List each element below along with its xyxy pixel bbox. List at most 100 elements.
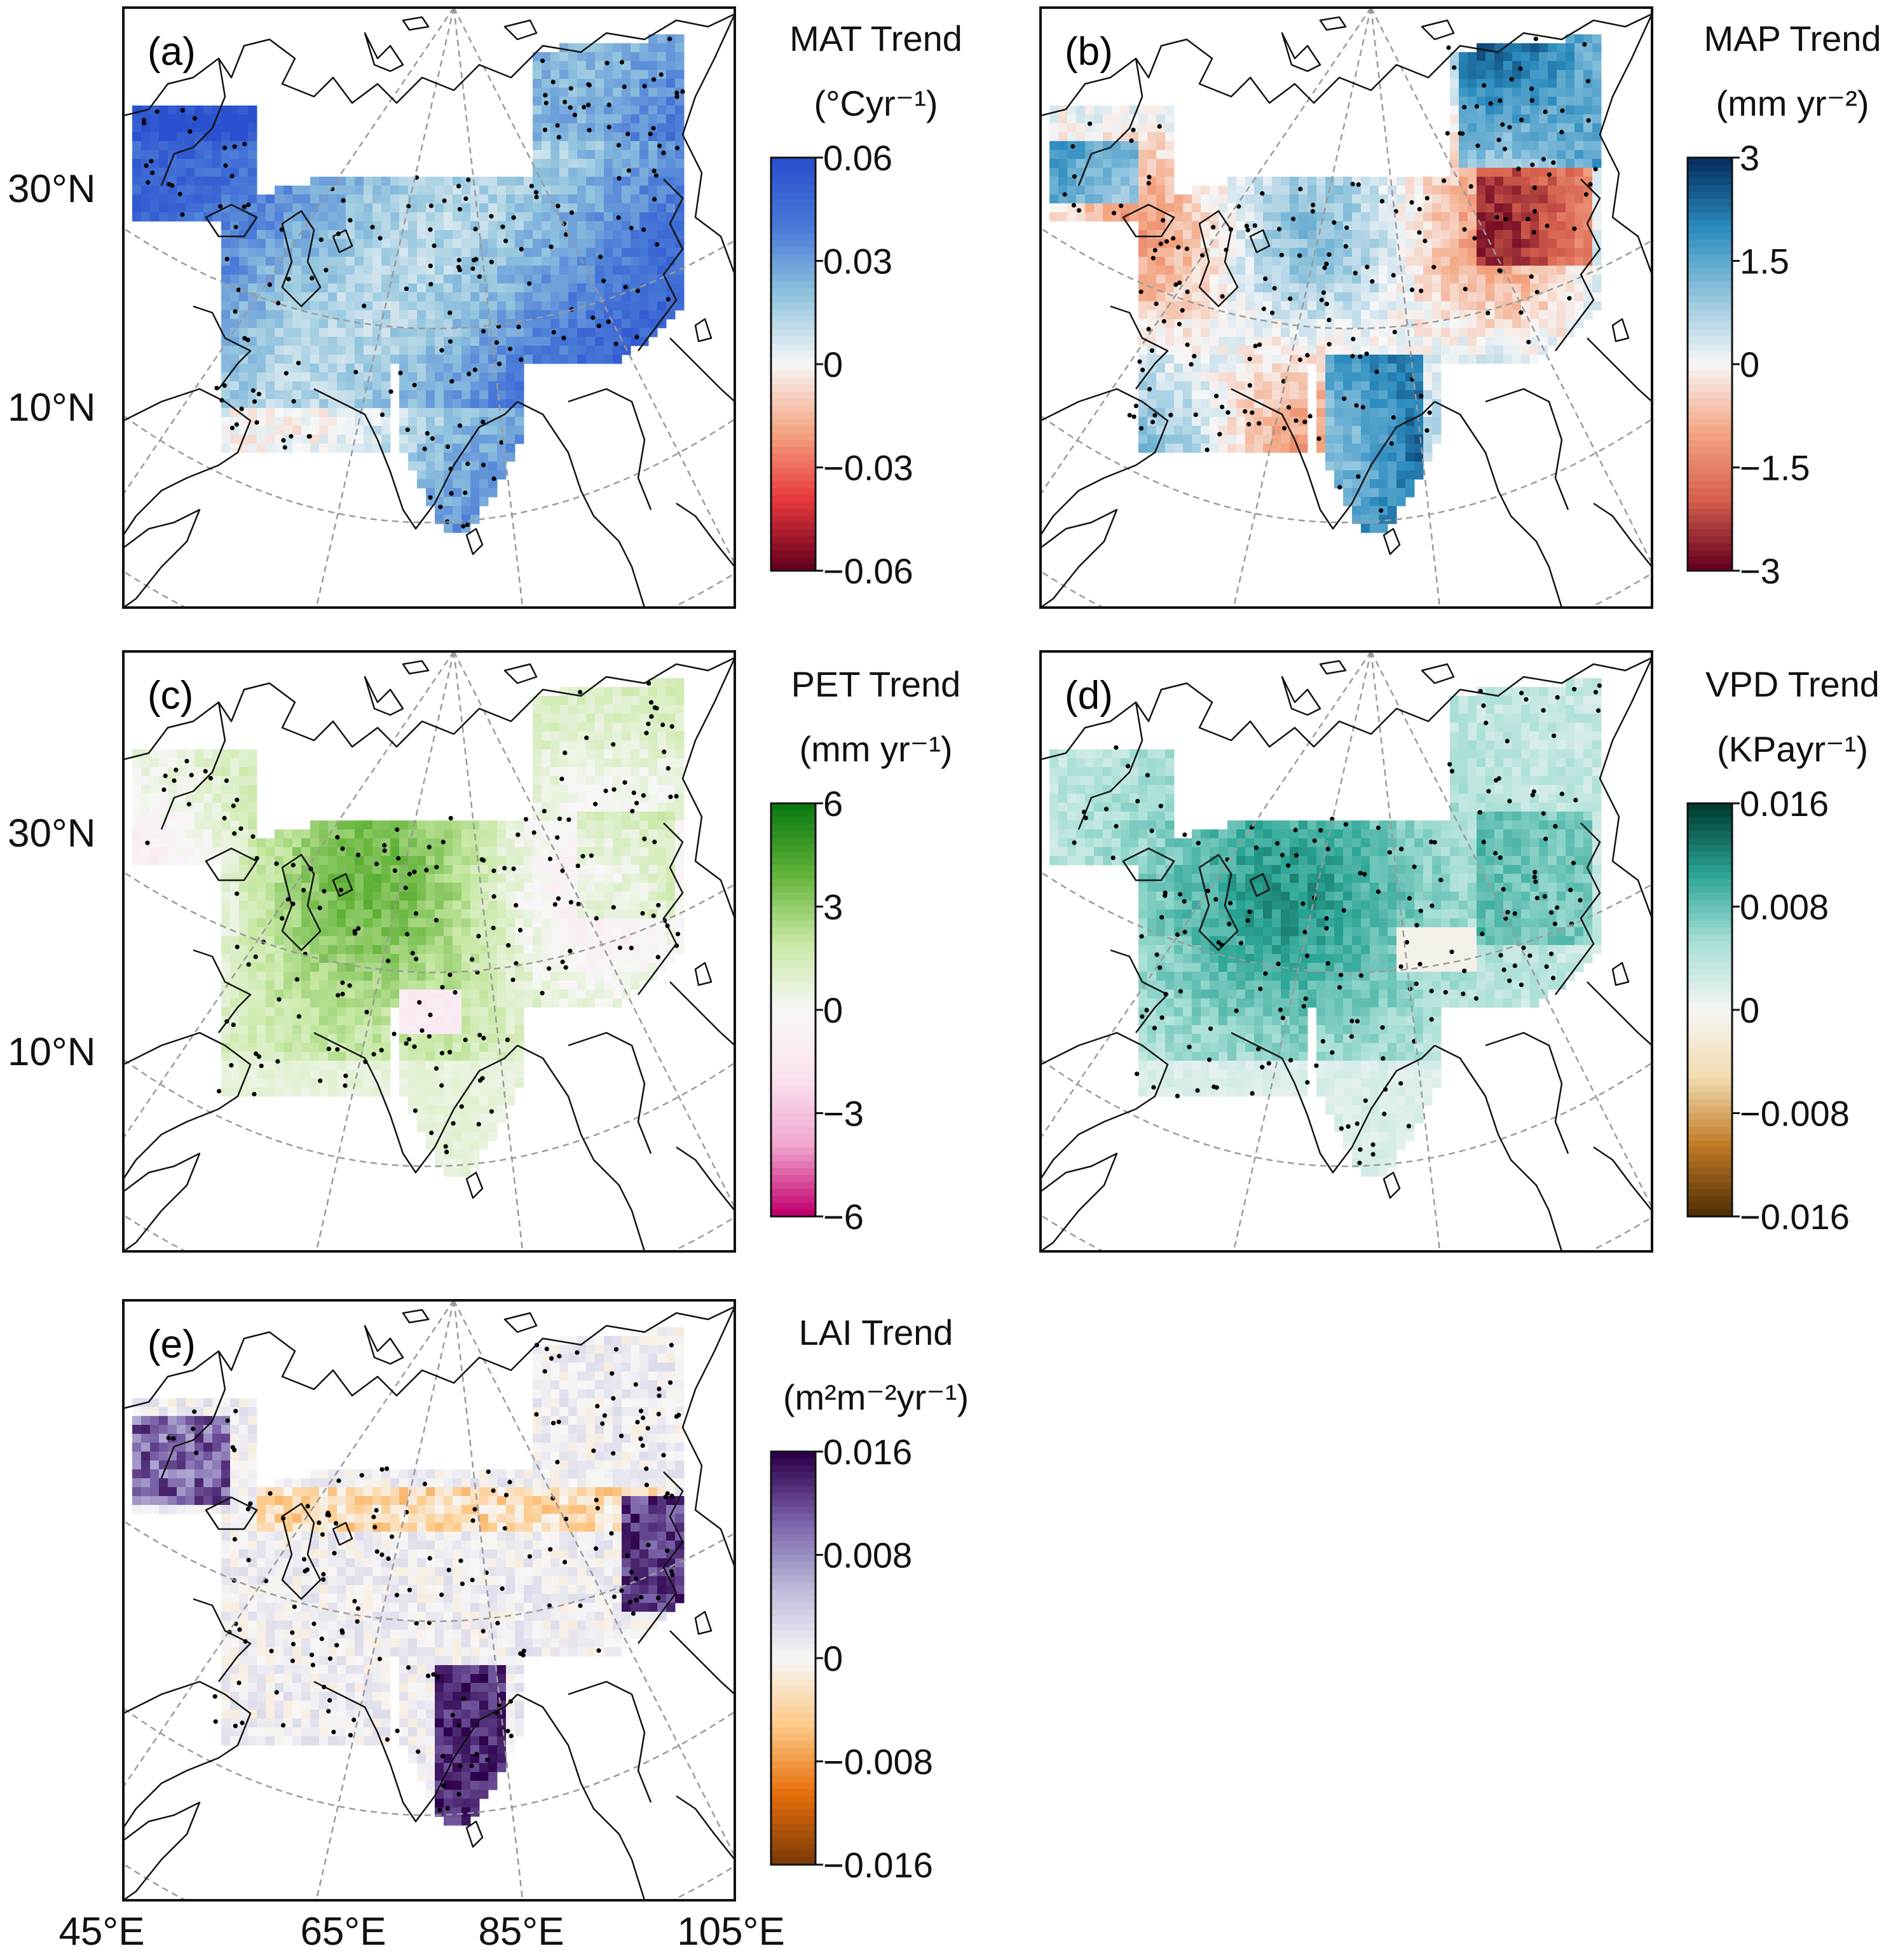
trend-cell xyxy=(1557,194,1566,204)
trend-cell xyxy=(533,79,542,88)
trend-cell xyxy=(1290,372,1299,382)
trend-cell xyxy=(461,847,471,857)
trend-cell xyxy=(1290,408,1299,418)
significance-dot xyxy=(635,289,640,294)
trend-cell xyxy=(177,856,186,866)
trend-cell xyxy=(1548,97,1557,106)
trend-cell xyxy=(1450,283,1459,293)
trend-cell xyxy=(1512,194,1522,204)
trend-cell xyxy=(1423,444,1433,453)
significance-dot xyxy=(1431,264,1437,269)
trend-cell xyxy=(1361,203,1370,213)
trend-cell xyxy=(1245,310,1255,320)
trend-cell xyxy=(1165,381,1175,391)
trend-cell xyxy=(1477,52,1486,62)
trend-cell xyxy=(1539,186,1548,195)
trend-cell xyxy=(1352,212,1362,222)
trend-cell xyxy=(399,435,409,444)
trend-cell xyxy=(1299,275,1308,284)
trend-cell xyxy=(381,203,391,213)
trend-cell xyxy=(1450,159,1459,168)
significance-dot xyxy=(1205,447,1210,453)
trend-cell xyxy=(186,794,195,803)
trend-cell xyxy=(257,230,266,240)
trend-cell xyxy=(675,758,685,768)
trend-cell xyxy=(648,310,658,320)
trend-cell xyxy=(1477,88,1486,97)
trend-cell xyxy=(381,283,391,293)
trend-cell xyxy=(301,292,311,302)
trend-cell xyxy=(1272,266,1281,275)
trend-cell xyxy=(1370,372,1379,382)
trend-cell xyxy=(346,355,355,364)
trend-cell xyxy=(1485,257,1495,266)
trend-cell xyxy=(586,186,596,195)
trend-cell xyxy=(177,194,186,204)
trend-cell xyxy=(568,97,578,106)
trend-cell xyxy=(1281,435,1290,444)
trend-cell xyxy=(1361,461,1370,471)
trend-cell xyxy=(550,723,560,732)
trend-cell xyxy=(159,803,168,812)
trend-cell xyxy=(488,435,498,444)
trend-cell xyxy=(1325,408,1335,418)
trend-cell xyxy=(1138,417,1148,426)
trend-cell xyxy=(1468,346,1477,355)
trend-cell xyxy=(1192,230,1201,240)
trend-cell xyxy=(1299,266,1308,275)
trend-cell xyxy=(613,186,622,195)
trend-cell xyxy=(444,283,453,293)
trend-cell xyxy=(310,203,320,213)
trend-cell xyxy=(506,337,515,346)
trend-cell xyxy=(239,390,249,400)
trend-cell xyxy=(568,829,578,839)
trend-cell xyxy=(461,364,471,373)
significance-dot xyxy=(1485,311,1491,316)
trend-cell xyxy=(1325,203,1335,213)
trend-cell xyxy=(542,168,551,177)
trend-cell xyxy=(595,221,604,231)
trend-cell xyxy=(1494,132,1504,142)
trend-cell xyxy=(657,168,667,177)
trend-cell xyxy=(1121,159,1130,168)
trend-cell xyxy=(292,257,302,266)
trend-cell xyxy=(390,883,400,892)
trend-cell xyxy=(417,212,427,222)
trend-cell xyxy=(568,203,578,213)
trend-cell xyxy=(1076,132,1086,142)
trend-cell xyxy=(622,847,631,857)
trend-cell xyxy=(453,283,462,293)
trend-cell xyxy=(613,43,622,53)
trend-cell xyxy=(639,275,649,284)
trend-cell xyxy=(372,399,382,409)
trend-cell xyxy=(453,194,462,204)
trend-cell xyxy=(1370,524,1379,533)
trend-cell xyxy=(542,732,551,741)
trend-cell xyxy=(586,749,596,759)
trend-cell xyxy=(1325,390,1335,400)
trend-field xyxy=(1049,34,1602,533)
trend-cell xyxy=(506,820,515,830)
trend-cell xyxy=(604,812,613,821)
trend-cell xyxy=(1076,194,1086,204)
trend-cell xyxy=(1201,435,1210,444)
trend-cell xyxy=(1521,301,1531,311)
trend-cell xyxy=(1352,506,1362,515)
significance-dot xyxy=(1526,339,1531,344)
trend-cell xyxy=(203,123,213,133)
trend-cell xyxy=(1530,355,1540,364)
trend-cell xyxy=(586,355,596,364)
trend-cell xyxy=(221,444,231,453)
trend-cell xyxy=(1316,186,1326,195)
trend-cell xyxy=(524,829,533,839)
trend-cell xyxy=(337,221,346,231)
trend-cell xyxy=(1325,444,1335,453)
trend-cell xyxy=(195,203,204,213)
trend-cell xyxy=(364,230,373,240)
trend-cell xyxy=(159,123,168,133)
trend-cell xyxy=(1450,337,1459,346)
trend-cell xyxy=(1183,319,1192,329)
trend-cell xyxy=(1477,114,1486,124)
trend-cell xyxy=(666,705,676,714)
trend-cell xyxy=(631,696,640,705)
